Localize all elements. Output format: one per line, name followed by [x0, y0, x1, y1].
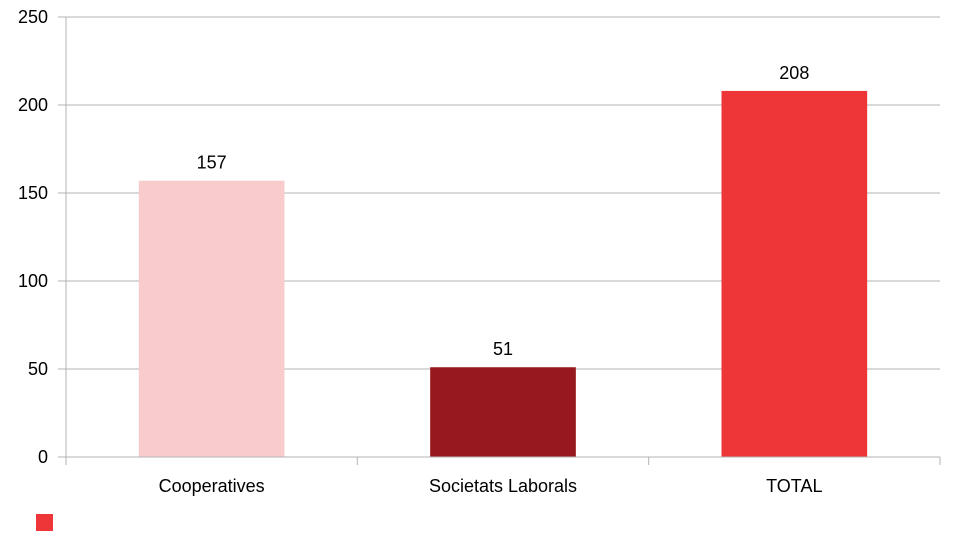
bar [721, 90, 868, 458]
y-tick-label: 50 [28, 359, 48, 379]
legend-swatch [36, 514, 53, 531]
axes: 0 50 100 150 200 250 Cooperatives Societats Lab… [18, 7, 941, 496]
data-label: 51 [493, 339, 513, 359]
y-tick-label: 150 [18, 183, 48, 203]
data-labels: 157 51 208 [197, 63, 810, 359]
bar [138, 180, 285, 457]
bars [138, 90, 868, 458]
y-tick-label: 250 [18, 7, 48, 27]
legend [36, 514, 53, 531]
y-tick-label: 0 [38, 447, 48, 467]
y-tick-label: 100 [18, 271, 48, 291]
x-tick-label: TOTAL [766, 476, 822, 496]
data-label: 157 [197, 153, 227, 173]
bar [430, 367, 576, 457]
x-tick-label: Societats Laborals [429, 476, 577, 496]
data-label: 208 [779, 63, 809, 83]
x-tick-label: Cooperatives [159, 476, 265, 496]
y-tick-label: 200 [18, 95, 48, 115]
